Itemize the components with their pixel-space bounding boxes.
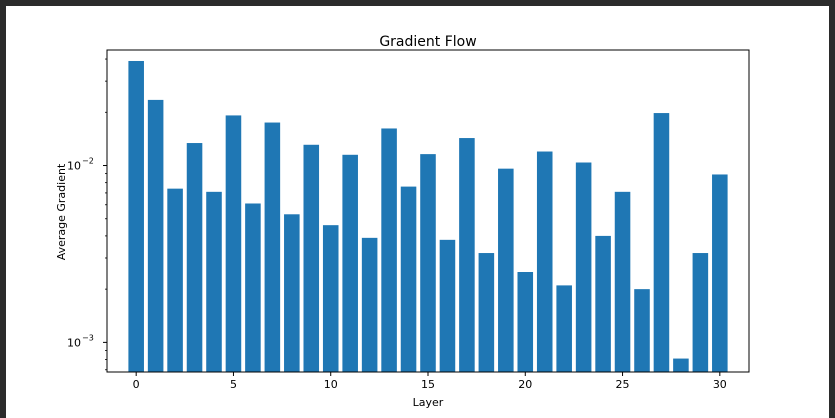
x-tick-label: 30 [713, 378, 727, 391]
bar-layer-30 [712, 174, 728, 372]
bar-layer-18 [478, 253, 495, 372]
y-axis-ticks: 10−310−2 [67, 58, 107, 371]
bar-layer-1 [147, 99, 164, 373]
bar-layer-22 [556, 285, 572, 372]
x-tick-label: 20 [518, 378, 532, 391]
y-tick-label: 10 [67, 336, 81, 349]
bar-layer-19 [498, 168, 514, 372]
bar-layer-20 [517, 272, 534, 372]
x-tick-label: 10 [324, 378, 338, 391]
bar-layer-29 [692, 253, 709, 372]
y-tick-exponent: −2 [82, 157, 94, 166]
window-frame-left [0, 0, 6, 418]
bar-layer-4 [206, 191, 222, 372]
chart-title: Gradient Flow [379, 34, 476, 50]
bars-group [128, 60, 728, 373]
bar-layer-0 [128, 60, 144, 373]
bar-layer-24 [595, 235, 611, 372]
bar-layer-3 [186, 143, 203, 372]
bar-layer-5 [225, 115, 242, 373]
bar-layer-10 [322, 225, 339, 372]
bar-layer-14 [400, 186, 417, 372]
bar-layer-9 [303, 144, 320, 372]
y-tick-exponent: −3 [82, 333, 94, 342]
y-axis-label: Average Gradient [55, 163, 68, 260]
bar-layer-12 [361, 237, 378, 372]
bar-layer-8 [284, 214, 300, 372]
bar-layer-15 [420, 154, 436, 372]
bar-layer-23 [575, 162, 592, 372]
bar-layer-28 [673, 358, 689, 372]
bar-layer-7 [264, 122, 281, 372]
window-frame-top [0, 0, 835, 6]
x-tick-label: 15 [421, 378, 435, 391]
bar-layer-21 [536, 151, 553, 372]
x-axis-ticks: 0 5 10 15 20 25 30 [133, 372, 727, 391]
bar-layer-17 [459, 138, 475, 372]
bar-layer-13 [381, 128, 397, 372]
gradient-flow-chart: Gradient Flow 0 5 10 15 20 25 30 10−310−2 Laye… [55, 34, 750, 409]
bar-layer-11 [342, 154, 358, 372]
x-tick-label: 25 [616, 378, 630, 391]
x-axis-label: Layer [413, 396, 444, 409]
bar-layer-27 [653, 113, 670, 372]
window-frame-right [829, 0, 835, 418]
bar-layer-25 [614, 191, 631, 372]
bar-layer-16 [439, 239, 456, 372]
x-tick-label: 5 [230, 378, 237, 391]
bar-layer-6 [245, 203, 261, 372]
y-tick-label: 10 [67, 160, 81, 173]
x-tick-label: 0 [133, 378, 140, 391]
figure-canvas: Gradient Flow 0 5 10 15 20 25 30 10 −3 10 −2 Laye… [6, 6, 829, 418]
bar-layer-2 [167, 188, 183, 372]
bar-layer-26 [634, 289, 650, 372]
